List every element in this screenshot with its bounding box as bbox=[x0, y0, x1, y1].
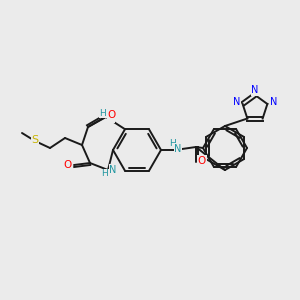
Text: N: N bbox=[270, 97, 277, 107]
Text: N: N bbox=[174, 144, 182, 154]
Text: H: H bbox=[169, 139, 176, 148]
Text: N: N bbox=[251, 85, 259, 95]
Text: S: S bbox=[32, 135, 39, 145]
Text: H: H bbox=[100, 109, 106, 118]
Text: N: N bbox=[109, 165, 117, 175]
Text: N: N bbox=[107, 112, 115, 122]
Text: H: H bbox=[102, 169, 108, 178]
Text: O: O bbox=[108, 110, 116, 120]
Text: O: O bbox=[63, 160, 71, 170]
Text: O: O bbox=[198, 156, 206, 166]
Text: N: N bbox=[233, 97, 240, 107]
